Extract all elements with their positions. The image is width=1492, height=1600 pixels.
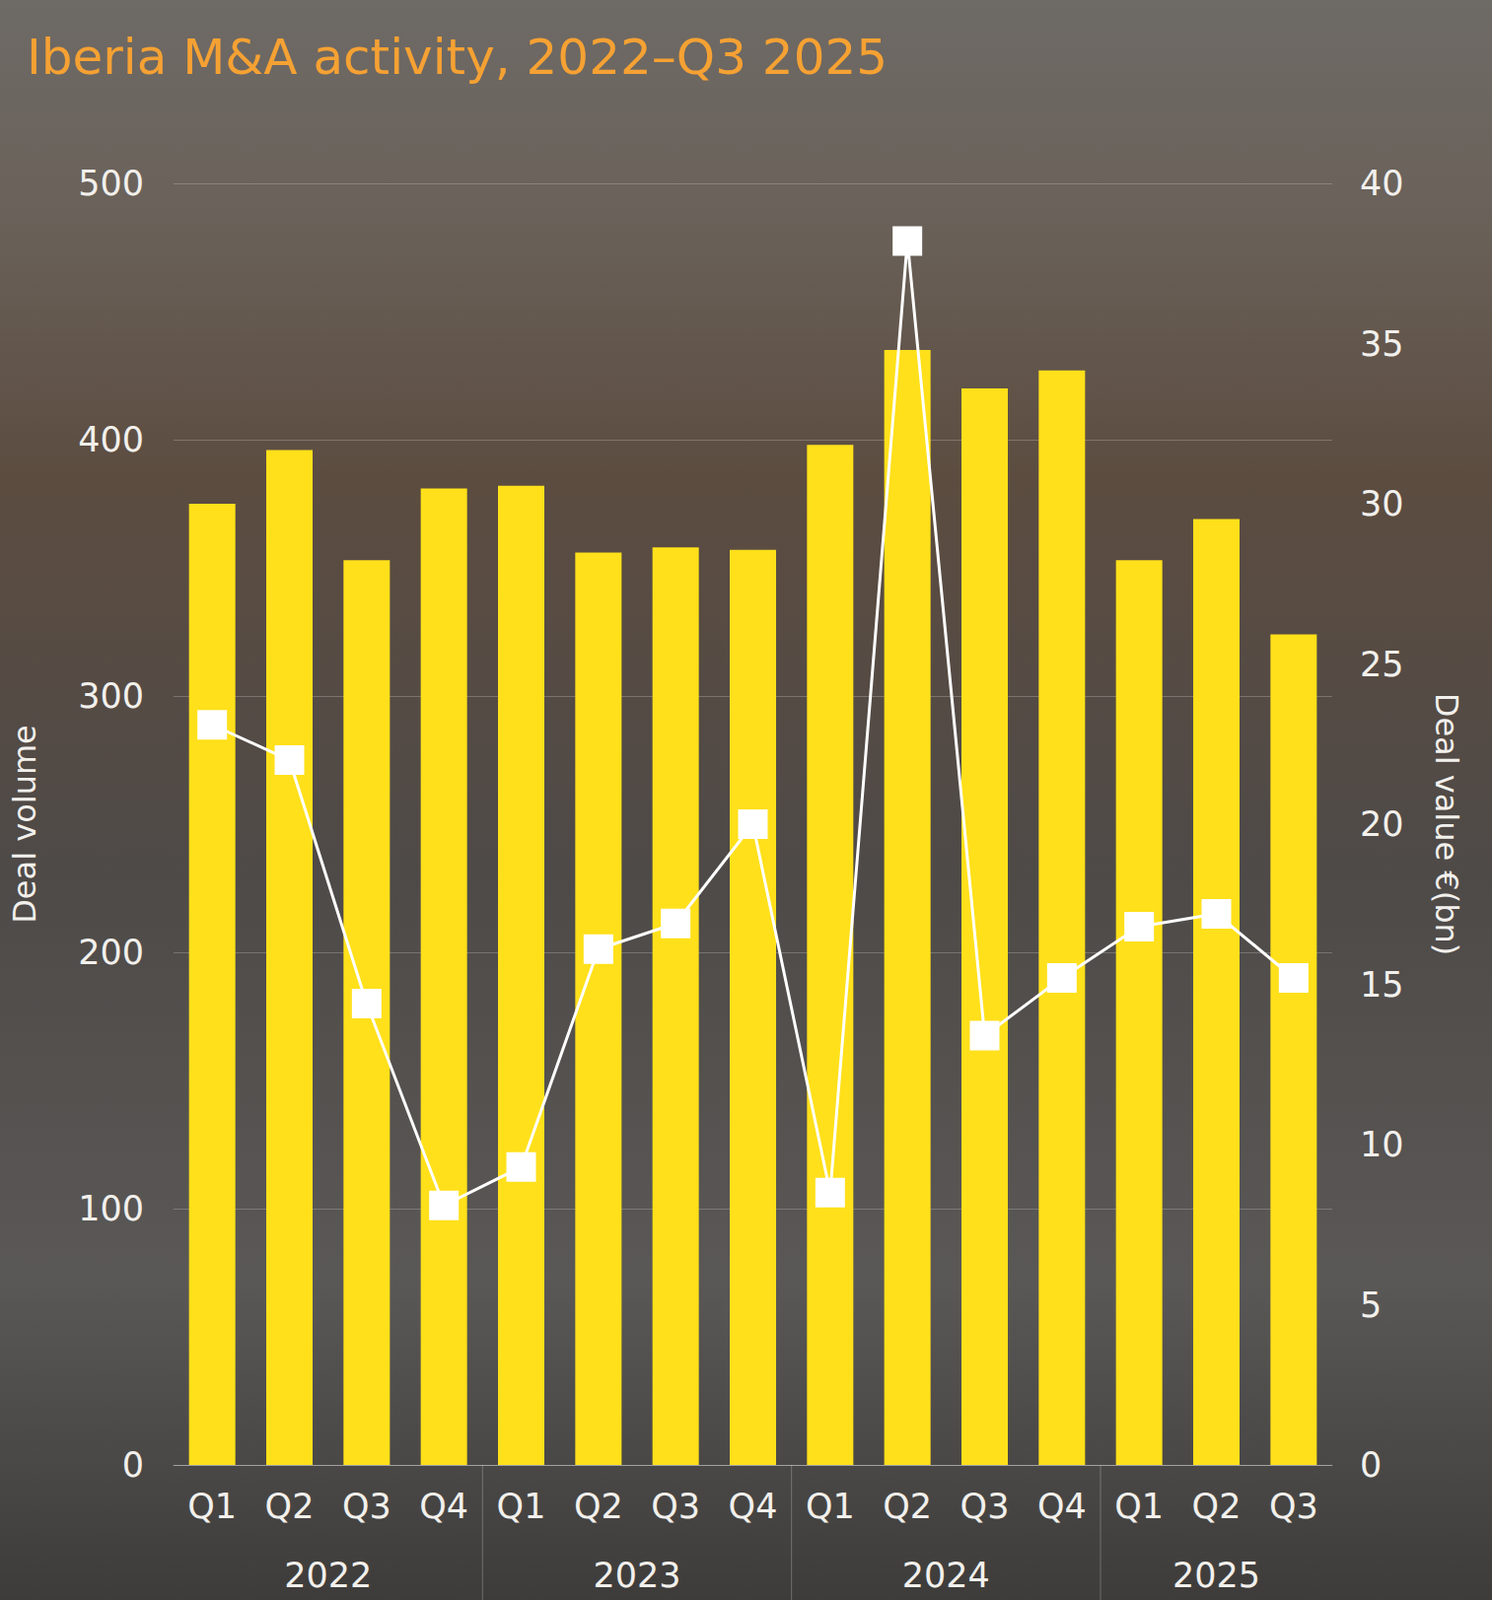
svg-text:Q3: Q3 (342, 1487, 392, 1527)
svg-text:2023: 2023 (592, 1556, 681, 1596)
svg-text:Q2: Q2 (1192, 1487, 1242, 1527)
svg-text:500: 500 (77, 163, 144, 204)
svg-text:40: 40 (1359, 163, 1405, 204)
svg-text:15: 15 (1359, 965, 1405, 1005)
svg-text:20: 20 (1359, 804, 1405, 845)
svg-text:100: 100 (77, 1189, 144, 1229)
svg-text:Q4: Q4 (1037, 1487, 1087, 1527)
svg-text:2022: 2022 (284, 1556, 372, 1596)
svg-text:Q2: Q2 (882, 1487, 932, 1527)
svg-text:10: 10 (1359, 1125, 1405, 1165)
svg-text:300: 300 (77, 676, 144, 716)
svg-text:200: 200 (77, 932, 144, 973)
svg-text:35: 35 (1359, 324, 1405, 364)
svg-text:0: 0 (1359, 1445, 1382, 1486)
svg-text:2024: 2024 (902, 1556, 991, 1596)
svg-text:Q3: Q3 (960, 1487, 1010, 1527)
svg-text:30: 30 (1359, 484, 1405, 524)
svg-text:Deal volume: Deal volume (5, 724, 44, 924)
svg-text:2025: 2025 (1172, 1556, 1261, 1596)
svg-text:0: 0 (122, 1445, 144, 1486)
svg-text:Iberia M&A activity, 2022–Q3 2: Iberia M&A activity, 2022–Q3 2025 (26, 28, 888, 86)
svg-text:5: 5 (1359, 1285, 1382, 1326)
svg-text:Q1: Q1 (805, 1487, 855, 1527)
svg-text:Q1: Q1 (1114, 1487, 1164, 1527)
svg-text:Q3: Q3 (1269, 1487, 1319, 1527)
svg-text:Q4: Q4 (419, 1487, 469, 1527)
svg-text:Q1: Q1 (497, 1487, 547, 1527)
svg-text:Q2: Q2 (265, 1487, 315, 1527)
svg-text:25: 25 (1359, 644, 1405, 685)
svg-text:Q3: Q3 (650, 1487, 701, 1527)
svg-text:Deal value €(bn): Deal value €(bn) (1427, 693, 1466, 957)
svg-text:400: 400 (77, 420, 144, 460)
svg-text:Q2: Q2 (573, 1487, 624, 1527)
svg-text:Q1: Q1 (187, 1487, 237, 1527)
svg-text:Q4: Q4 (728, 1487, 779, 1527)
